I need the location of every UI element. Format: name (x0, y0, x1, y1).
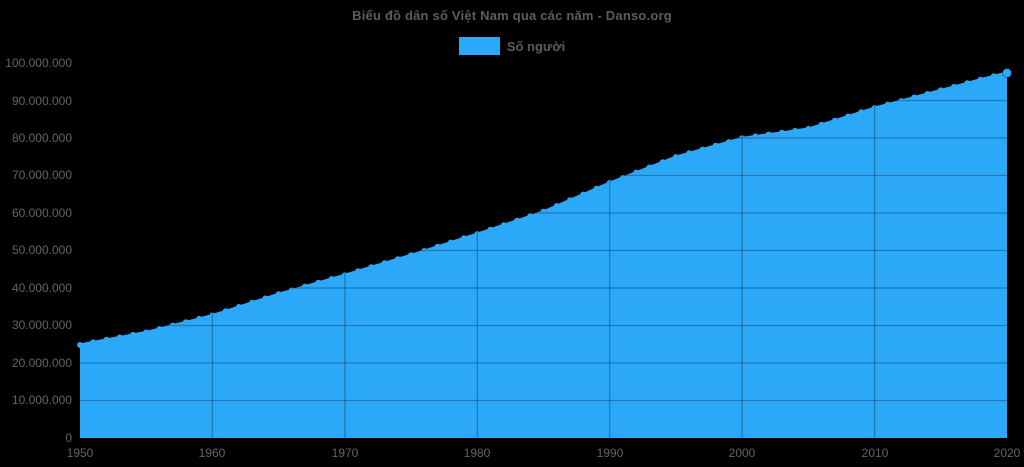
x-tick-label: 1970 (331, 446, 359, 460)
data-point-marker[interactable] (620, 174, 626, 181)
data-point-marker[interactable] (951, 83, 957, 90)
data-point-marker[interactable] (474, 231, 481, 238)
data-point-marker[interactable] (792, 127, 799, 134)
x-tick-label: 2000 (728, 446, 756, 460)
data-point-marker[interactable] (805, 126, 812, 132)
data-point-marker[interactable] (421, 248, 428, 254)
data-point-marker[interactable] (447, 239, 454, 246)
data-point-marker[interactable] (646, 164, 653, 171)
last-data-point-marker[interactable] (1002, 68, 1012, 78)
data-point-marker[interactable] (77, 342, 83, 348)
data-point-marker[interactable] (778, 129, 785, 136)
data-point-marker[interactable] (527, 213, 534, 220)
y-tick-label: 80.000.000 (11, 131, 72, 145)
data-point-marker[interactable] (368, 264, 375, 271)
data-point-marker[interactable] (196, 315, 203, 322)
x-tick-label: 1990 (596, 446, 624, 460)
y-tick-label: 50.000.000 (11, 243, 72, 257)
y-tick-label: 20.000.000 (11, 356, 72, 370)
data-point-marker[interactable] (699, 146, 706, 153)
population-area[interactable] (80, 73, 1007, 438)
data-point-marker[interactable] (381, 260, 388, 267)
data-point-marker[interactable] (593, 185, 600, 192)
data-point-marker[interactable] (249, 299, 256, 306)
data-point-marker[interactable] (434, 243, 441, 250)
data-point-marker[interactable] (315, 279, 322, 286)
data-point-marker[interactable] (871, 105, 878, 112)
data-point-marker[interactable] (553, 203, 560, 210)
data-point-marker[interactable] (262, 295, 269, 302)
data-point-marker[interactable] (461, 235, 467, 242)
y-tick-label: 0 (65, 431, 72, 445)
data-point-marker[interactable] (275, 291, 282, 298)
data-point-marker[interactable] (725, 139, 732, 146)
data-point-marker[interactable] (90, 339, 97, 346)
data-point-marker[interactable] (672, 154, 679, 161)
data-point-marker[interactable] (103, 336, 110, 343)
y-tick-label: 90.000.000 (11, 94, 72, 108)
data-point-marker[interactable] (143, 329, 150, 336)
data-point-marker[interactable] (752, 133, 759, 140)
data-point-marker[interactable] (487, 226, 494, 233)
data-point-marker[interactable] (659, 159, 666, 166)
data-point-marker[interactable] (540, 208, 547, 215)
data-point-marker[interactable] (302, 283, 309, 290)
data-point-marker[interactable] (977, 76, 984, 83)
legend-label: Số người (506, 38, 566, 54)
data-point-marker[interactable] (500, 222, 507, 229)
y-tick-label: 60.000.000 (11, 206, 72, 220)
data-point-marker[interactable] (394, 256, 401, 263)
data-point-marker[interactable] (408, 252, 415, 259)
data-point-marker[interactable] (911, 94, 918, 101)
data-point-marker[interactable] (884, 101, 891, 108)
data-point-marker[interactable] (898, 98, 905, 105)
data-point-marker[interactable] (235, 304, 242, 310)
data-point-marker[interactable] (169, 322, 176, 329)
y-tick-label: 40.000.000 (11, 281, 72, 295)
data-point-marker[interactable] (514, 217, 520, 224)
data-point-marker[interactable] (182, 319, 189, 326)
data-point-marker[interactable] (831, 117, 838, 124)
data-point-marker[interactable] (990, 73, 997, 80)
y-tick-label: 10.000.000 (11, 393, 72, 407)
data-point-marker[interactable] (567, 197, 573, 204)
data-point-marker[interactable] (209, 312, 216, 319)
x-tick-label: 1960 (198, 446, 226, 460)
x-tick-label: 2020 (993, 446, 1021, 460)
data-point-marker[interactable] (580, 191, 587, 198)
data-point-marker[interactable] (924, 91, 931, 97)
data-point-marker[interactable] (606, 180, 613, 186)
data-point-marker[interactable] (633, 169, 640, 176)
data-point-marker[interactable] (686, 150, 693, 157)
data-point-marker[interactable] (328, 276, 335, 282)
y-tick-label: 100.000.000 (5, 56, 72, 70)
data-point-marker[interactable] (222, 308, 229, 315)
data-point-marker[interactable] (845, 113, 852, 120)
x-tick-label: 2010 (861, 446, 889, 460)
data-point-marker[interactable] (858, 109, 865, 116)
data-point-marker[interactable] (288, 287, 295, 294)
legend[interactable]: Số người (0, 37, 1024, 55)
data-point-marker[interactable] (765, 131, 772, 138)
legend-swatch (458, 37, 500, 55)
x-tick-label: 1950 (66, 446, 94, 460)
data-point-marker[interactable] (156, 326, 163, 333)
y-tick-label: 70.000.000 (11, 168, 72, 182)
data-point-marker[interactable] (937, 87, 944, 94)
data-point-marker[interactable] (712, 142, 719, 149)
data-point-marker[interactable] (964, 80, 971, 87)
data-point-marker[interactable] (341, 272, 348, 279)
y-tick-label: 30.000.000 (11, 318, 72, 332)
data-point-marker[interactable] (130, 331, 136, 338)
data-point-marker[interactable] (355, 268, 362, 275)
data-point-marker[interactable] (739, 135, 746, 142)
data-point-marker[interactable] (116, 334, 123, 341)
chart-title: Biểu đồ dân số Việt Nam qua các năm - Da… (352, 8, 672, 23)
data-point-marker[interactable] (818, 121, 825, 128)
x-tick-label: 1980 (463, 446, 491, 460)
